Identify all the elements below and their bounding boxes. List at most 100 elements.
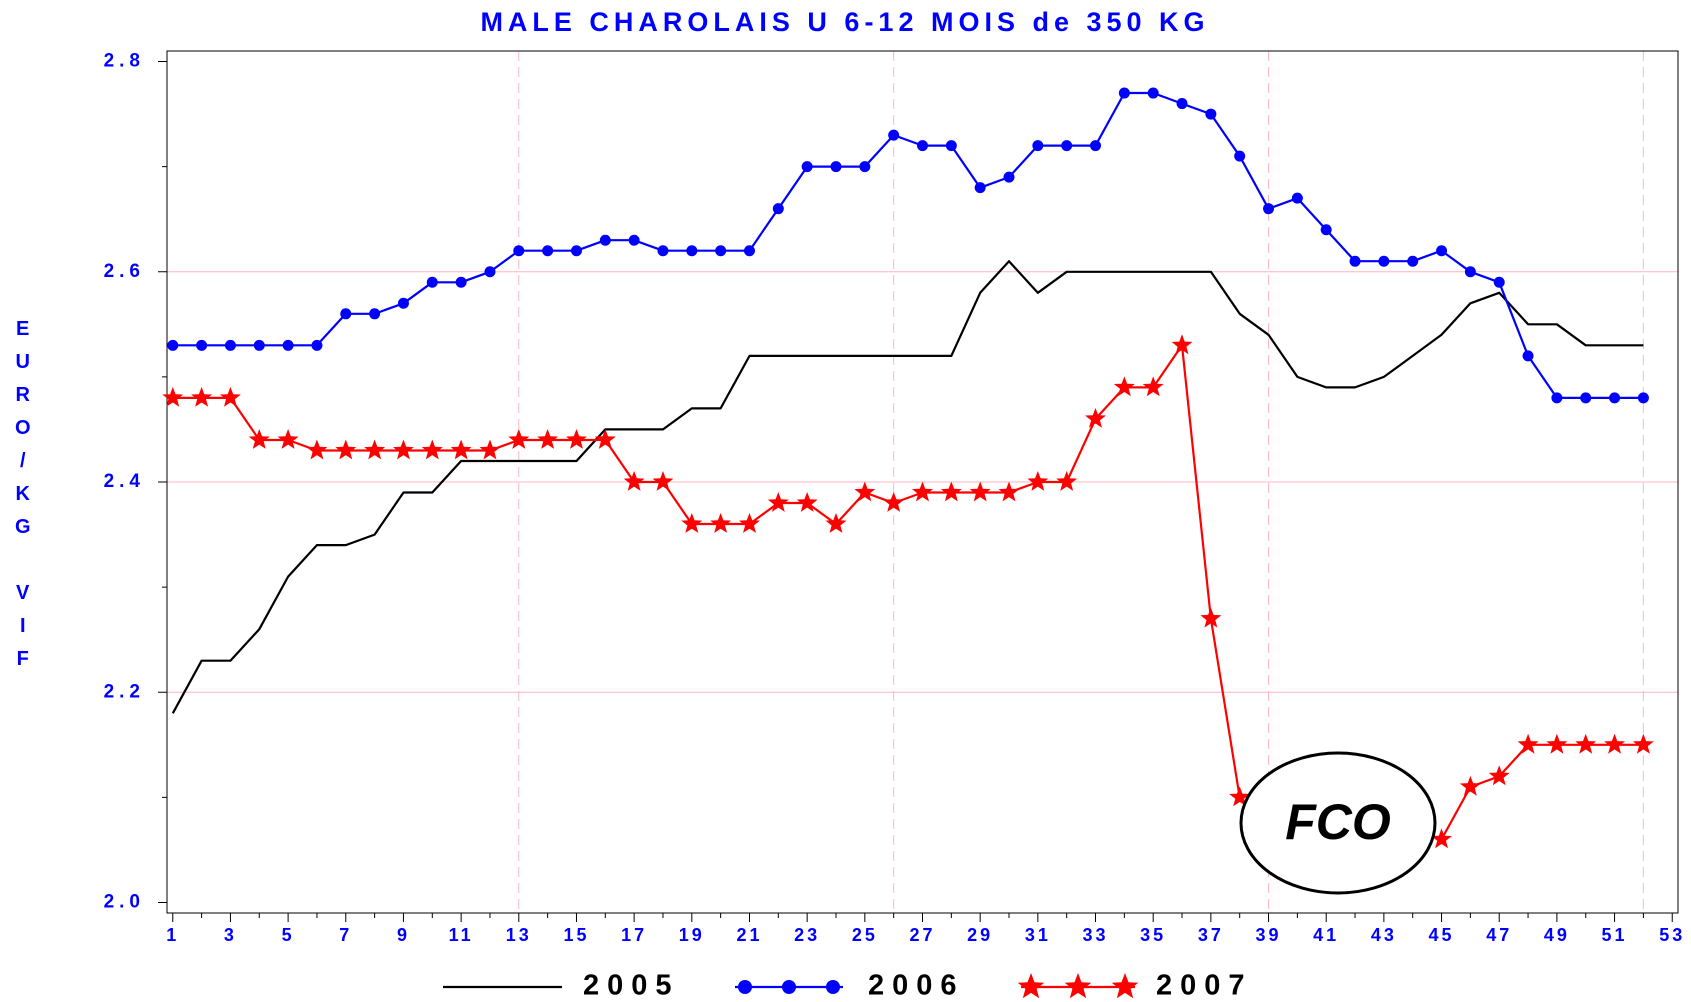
point [1546, 733, 1568, 754]
x-tick-label: 37 [1198, 925, 1224, 945]
x-tick-label: 27 [909, 925, 935, 945]
chart-title: MALE CHAROLAIS U 6-12 MOIS de 350 KG [480, 7, 1209, 37]
point [311, 339, 323, 351]
point [1459, 775, 1481, 796]
series-line [172, 344, 1644, 840]
series-line [171, 260, 1644, 714]
legend-marker [1017, 973, 1045, 999]
point [1522, 350, 1534, 362]
point [1488, 765, 1510, 786]
point [1431, 828, 1452, 849]
point [1032, 140, 1044, 152]
point [767, 492, 789, 512]
y-tick-label: 2.4 [104, 471, 145, 492]
annotation: FCO [1285, 794, 1391, 850]
x-tick-label: 3 [224, 925, 237, 945]
point [801, 161, 813, 173]
point [1118, 87, 1130, 99]
point [1147, 87, 1159, 99]
point [1349, 255, 1361, 267]
x-tick-label: 53 [1659, 925, 1685, 945]
point [1263, 203, 1275, 215]
point [1176, 98, 1188, 110]
series-line [172, 91, 1644, 399]
point [1609, 392, 1621, 404]
point [912, 481, 933, 502]
x-tick-label: 25 [852, 925, 878, 945]
point [888, 129, 900, 141]
x-tick-label: 35 [1140, 925, 1166, 945]
point [1517, 733, 1539, 754]
point [253, 339, 265, 351]
point [542, 245, 554, 257]
point [628, 234, 640, 246]
point [162, 386, 184, 407]
point [739, 513, 760, 533]
point [369, 308, 381, 320]
x-tick-label: 49 [1544, 925, 1570, 945]
legend-marker [782, 980, 796, 994]
point [421, 439, 443, 460]
x-tick-label: 39 [1256, 925, 1282, 945]
legend-marker [826, 980, 840, 994]
point [796, 492, 818, 512]
point [1580, 392, 1592, 404]
x-tick-label: 1 [166, 925, 179, 945]
point [1056, 471, 1078, 491]
point [715, 245, 727, 257]
point [1234, 150, 1246, 162]
point [1003, 171, 1015, 183]
point [277, 429, 299, 449]
point [1493, 276, 1505, 288]
point [1464, 266, 1476, 278]
legend-label: 2007 [1156, 970, 1253, 1002]
point [191, 386, 213, 407]
x-tick-label: 11 [449, 925, 474, 945]
point [508, 429, 530, 449]
point [537, 429, 559, 449]
x-tick-label: 45 [1429, 925, 1455, 945]
point [594, 429, 616, 449]
point [825, 513, 847, 533]
point [1575, 733, 1597, 754]
point [220, 386, 241, 407]
x-tick-label: 21 [736, 925, 762, 945]
point [998, 481, 1020, 502]
x-tick-label: 23 [794, 925, 820, 945]
point [1113, 376, 1135, 397]
point [1291, 192, 1303, 204]
point [167, 339, 179, 351]
point [652, 471, 674, 491]
x-tick-label: 47 [1486, 925, 1512, 945]
point [248, 429, 270, 449]
point [479, 439, 501, 460]
point [974, 182, 986, 194]
point [566, 429, 587, 449]
y-tick-label: 2.0 [104, 892, 145, 913]
point [455, 276, 467, 288]
point [335, 439, 357, 460]
point [1320, 224, 1332, 236]
point [743, 245, 755, 257]
point [859, 161, 871, 173]
point [686, 245, 698, 257]
point [364, 439, 386, 460]
point [1229, 786, 1251, 807]
x-tick-label: 19 [679, 925, 705, 945]
point [945, 140, 957, 152]
point [393, 439, 414, 460]
point [1061, 140, 1073, 152]
point [710, 513, 732, 533]
legend-marker [1064, 973, 1092, 999]
point [1090, 140, 1102, 152]
point [657, 245, 669, 257]
point [450, 439, 472, 460]
point [940, 481, 962, 502]
point [830, 161, 842, 173]
point [196, 339, 208, 351]
x-tick-label: 13 [506, 925, 532, 945]
point [917, 140, 928, 152]
point [1027, 471, 1049, 491]
point [623, 471, 645, 491]
point [1085, 407, 1106, 428]
